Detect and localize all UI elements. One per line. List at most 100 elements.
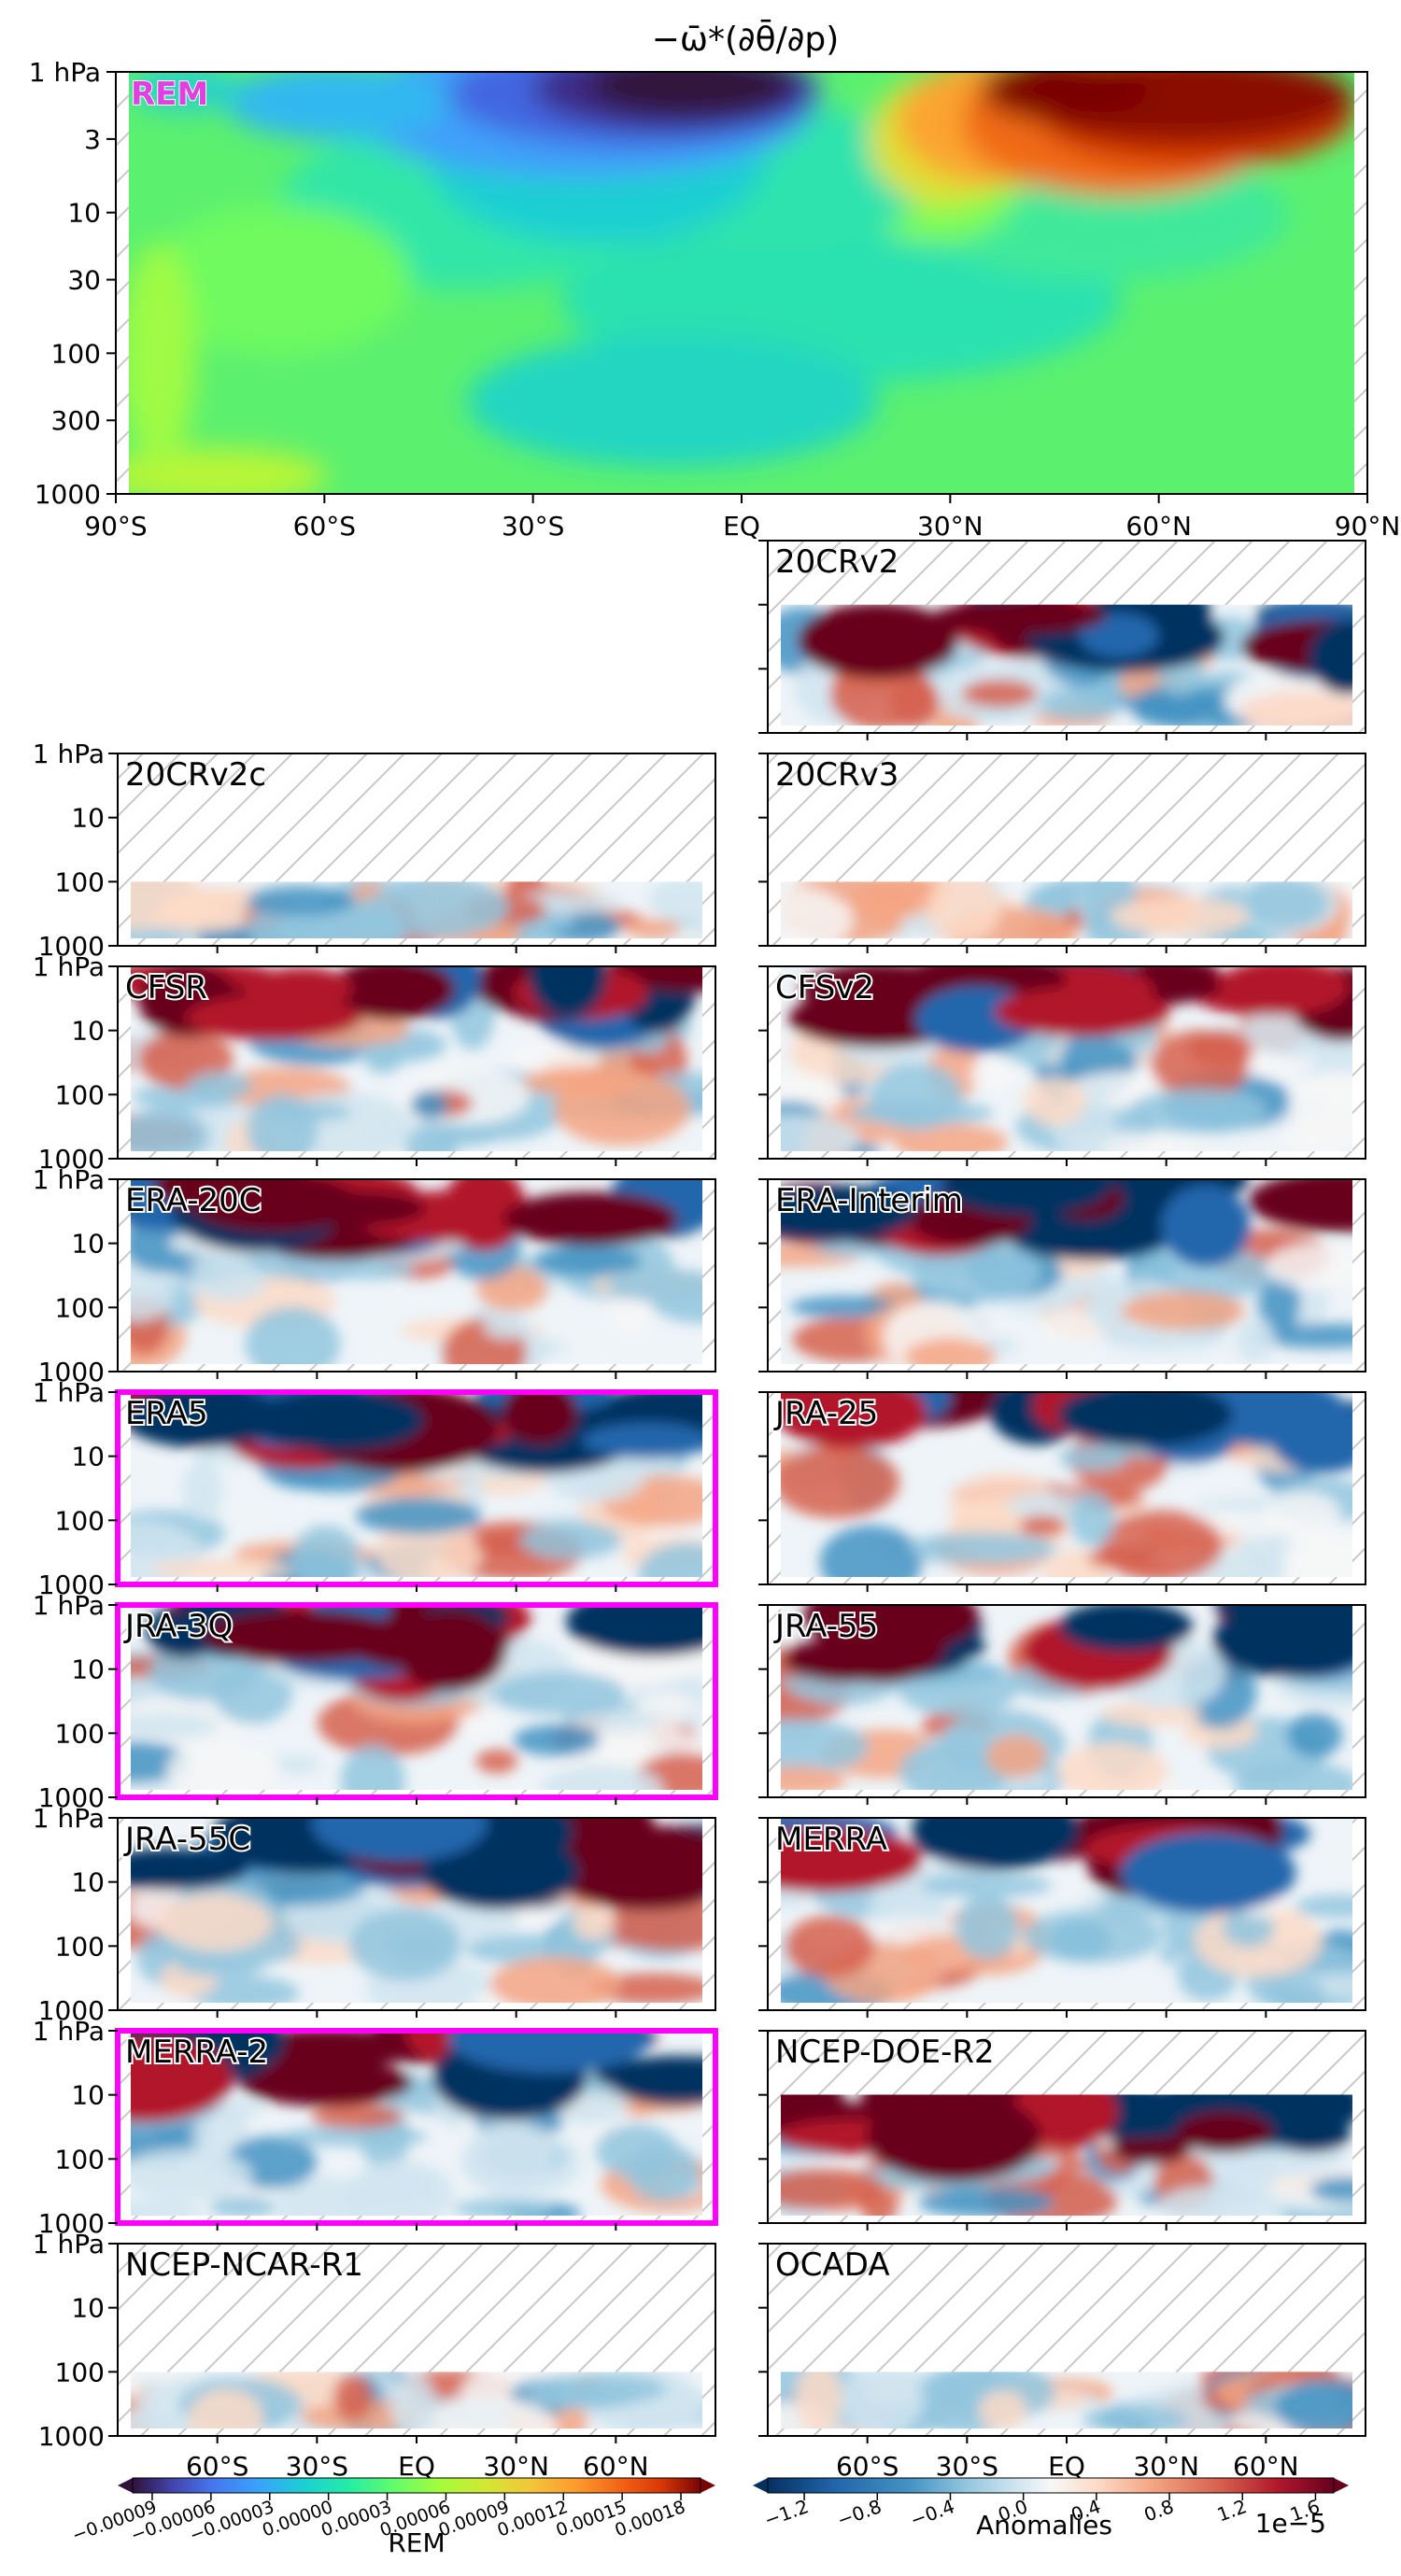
panel-y-tick-label: 100 [55, 2144, 105, 2175]
panel-y-tick-label: 1000 [38, 931, 105, 962]
colorbar-rem-bar [133, 2478, 700, 2493]
panel-y-tick-label: 100 [55, 1505, 105, 1536]
panel-label: CFSv2 [775, 969, 874, 1006]
panel-y-tick-label: 1 hPa [33, 1164, 105, 1195]
panel-label: ERA5 [125, 1395, 208, 1432]
panel-label: ERA-20C [125, 1182, 262, 1219]
panel-x-tick-label: 60°N [583, 2451, 649, 2482]
panel-label: ERA-Interim [775, 1182, 963, 1219]
main-y-tick-label: 100 [51, 338, 101, 369]
panel-label: NCEP-DOE-R2 [775, 2034, 995, 2071]
panel-y-tick-label: 100 [55, 1931, 105, 1962]
main-x-tick-label: 30°S [502, 511, 564, 542]
panel-heatmap [131, 1818, 702, 2003]
panel-x-tick-label: 30°N [483, 2451, 549, 2482]
panel-heatmap [131, 1392, 702, 1577]
colorbar-rem-extend-low [118, 2478, 133, 2493]
main-y-tick-label: 300 [51, 405, 101, 436]
panel-heatmap [781, 1818, 1352, 2003]
panel-y-tick-label: 100 [55, 866, 105, 897]
panel-heatmap [781, 1179, 1352, 1364]
panel-y-tick-label: 1 hPa [33, 951, 105, 982]
panel-y-tick-label: 1 hPa [33, 1377, 105, 1408]
panel-x-tick-label: 60°S [836, 2451, 899, 2482]
panel-x-tick-label: 30°S [936, 2451, 998, 2482]
panel-y-tick-label: 1000 [38, 2208, 105, 2239]
colorbar-tick-label: −0.8 [834, 2495, 884, 2531]
panel-label: 20CRv3 [775, 756, 899, 794]
panel-jra-3q: 1 hPa 10 100 1000 JRA-3Q [33, 1590, 718, 1813]
panel-20crv2c: 1 hPa 10 100 1000 20CRv2c [33, 739, 716, 962]
panel-y-tick-label: 1 hPa [33, 2016, 105, 2047]
panel-20crv2: 20CRv2 [758, 540, 1366, 740]
panel-label: MERRA [775, 1821, 887, 1858]
panel-heatmap [781, 1605, 1352, 1790]
panel-heatmap [131, 881, 702, 938]
panel-y-tick-label: 1 hPa [33, 1803, 105, 1834]
panel-y-tick-label: 10 [71, 1654, 105, 1685]
colorbar-tick-label: 0.8 [1141, 2495, 1177, 2526]
panel-cfsv2: CFSv2 [758, 965, 1366, 1166]
panel-x-tick-label: EQ [1048, 2451, 1085, 2482]
colorbar-tick-label: −0.4 [907, 2495, 957, 2531]
main-x-tick-label: EQ [723, 511, 760, 542]
panel-y-tick-label: 1000 [38, 1782, 105, 1813]
panel-jra-25: JRA-25 [758, 1391, 1366, 1592]
panel-label: 20CRv2c [125, 756, 266, 794]
panel-label: JRA-25 [773, 1395, 878, 1432]
panel-y-tick-label: 10 [71, 1229, 105, 1260]
panel-heatmap [131, 1605, 702, 1790]
panel-y-tick-label: 100 [55, 1292, 105, 1323]
colorbar-tick-label: 1.2 [1214, 2495, 1250, 2526]
panel-heatmap [131, 2031, 702, 2216]
panel-jra-55c: 1 hPa 10 100 1000 JRA-55C [33, 1803, 716, 2026]
panel-ocada: OCADA [758, 2243, 1366, 2443]
panel-heatmap [781, 881, 1352, 938]
main-panel-heatmap [129, 72, 1354, 494]
panel-y-tick-label: 1 hPa [33, 739, 105, 769]
panel-label: NCEP-NCAR-R1 [125, 2246, 363, 2284]
panel-label: JRA-55C [123, 1821, 250, 1858]
colorbar-anomalies-bar [768, 2478, 1334, 2493]
panel-heatmap [781, 1392, 1352, 1577]
panel-y-tick-label: 10 [71, 1442, 105, 1472]
panel-label: CFSR [125, 969, 207, 1006]
colorbar-anomalies-extend-low [753, 2478, 768, 2493]
panel-y-tick-label: 1 hPa [33, 2229, 105, 2259]
panel-ncep-doe-r2: NCEP-DOE-R2 [758, 2030, 1366, 2231]
panel-y-tick-label: 10 [71, 1016, 105, 1047]
main-x-tick-label: 90°S [84, 511, 147, 542]
panel-y-tick-label: 100 [55, 2357, 105, 2387]
panel-y-tick-label: 100 [55, 1079, 105, 1110]
panel-label: JRA-3Q [123, 1608, 233, 1645]
panel-heatmap [781, 2094, 1352, 2217]
panel-x-tick-label: 30°S [286, 2451, 348, 2482]
main-x-tick-label: 60°N [1125, 511, 1192, 542]
panel-heatmap [131, 966, 702, 1151]
panel-label: MERRA-2 [125, 2034, 268, 2071]
panel-y-tick-label: 10 [71, 803, 105, 834]
panel-heatmap [781, 966, 1352, 1151]
panel-y-tick-label: 1000 [38, 1995, 105, 2026]
panel-label: 20CRv2 [775, 543, 899, 581]
colorbar-anomalies-extend-high [1334, 2478, 1349, 2493]
panel-y-tick-label: 10 [71, 2080, 105, 2111]
main-y-tick-label: 3 [84, 124, 101, 155]
colorbar-anomalies-multiplier: 1e−5 [1255, 2508, 1326, 2539]
panel-label: OCADA [775, 2246, 890, 2284]
panel-label: JRA-55 [773, 1608, 878, 1645]
main-panel: 1 hPa 3 10 30 100 300 1000 90°S 60°S 30°S EQ 30°N 6… [29, 57, 1401, 542]
panel-heatmap [131, 2372, 702, 2428]
figure-title: −ω̄*(∂θ̄/∂p) [652, 19, 840, 59]
panel-merra-2: 1 hPa 10 100 1000 MERRA-2 [33, 2016, 718, 2239]
main-panel-x-axis: 90°S 60°S 30°S EQ 30°N 60°N 90°N [84, 494, 1400, 542]
panel-y-tick-label: 1000 [38, 2421, 105, 2452]
panel-y-tick-label: 10 [71, 2293, 105, 2324]
panel-heatmap [131, 1179, 702, 1364]
panel-heatmap [781, 604, 1352, 726]
panel-x-tick-label: 30°N [1133, 2451, 1199, 2482]
panel-x-tick-label: EQ [398, 2451, 435, 2482]
panel-era5: 1 hPa 10 100 1000 ERA5 [33, 1377, 718, 1600]
